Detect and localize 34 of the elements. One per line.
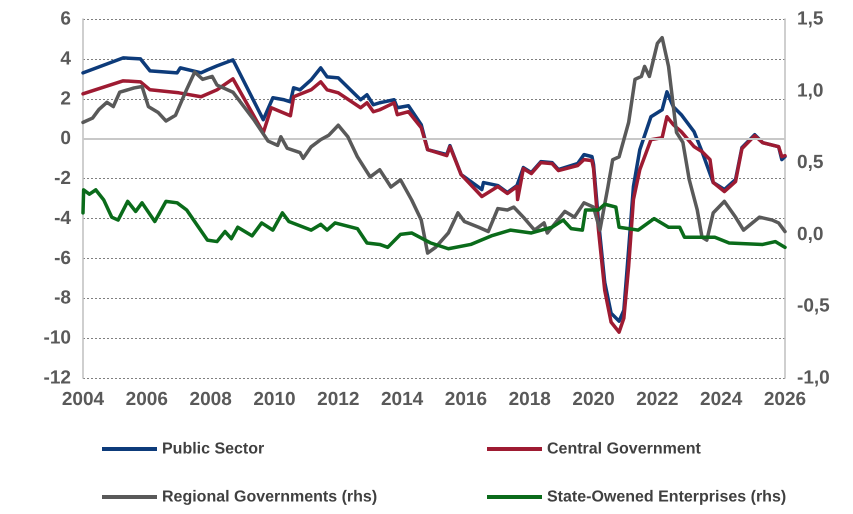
x-tick-label: 2020 (572, 389, 615, 410)
legend-label: Regional Governments (rhs) (162, 488, 378, 506)
x-tick-label: 2016 (444, 389, 488, 410)
x-tick-label: 2022 (636, 389, 679, 410)
y-tick-label: -8 (54, 288, 71, 309)
y-tick-label: -2 (54, 168, 71, 190)
line-series (81, 36, 787, 255)
y2-tick-label: 0,5 (797, 152, 824, 174)
y-tick-label: 4 (60, 48, 72, 70)
x-tick-label: 2012 (317, 389, 360, 410)
x-tick-label: 2004 (62, 389, 105, 410)
y2-tick-label: 1,0 (797, 80, 824, 102)
legend-label: Central Government (547, 440, 702, 458)
y-tick-label: 6 (60, 8, 71, 30)
x-tick-label: 2010 (253, 389, 296, 410)
legend-label: Public Sector (162, 440, 264, 458)
line-series (81, 188, 787, 251)
y-tick-label: -10 (44, 328, 71, 349)
x-tick-label: 2026 (764, 389, 806, 410)
y-tick-label: 0 (60, 128, 71, 150)
x-tick-label: 2024 (700, 389, 743, 410)
y-tick-label: 2 (60, 88, 71, 110)
x-tick-label: 2018 (508, 389, 551, 410)
legend-label: State-Owened Enterprises (rhs) (547, 488, 786, 506)
y-tick-label: -12 (44, 368, 71, 388)
y2-tick-label: 1,5 (797, 8, 824, 30)
y-tick-label: -4 (54, 208, 72, 229)
x-tick-label: 2008 (189, 389, 232, 410)
x-tick-label: 2014 (380, 389, 424, 410)
x-tick-label: 2006 (126, 389, 168, 410)
y-tick-label: -6 (54, 248, 71, 269)
y2-tick-label: 0,0 (797, 224, 824, 245)
y2-tick-label: -1,0 (797, 368, 830, 388)
y2-tick-label: -0,5 (797, 296, 830, 317)
